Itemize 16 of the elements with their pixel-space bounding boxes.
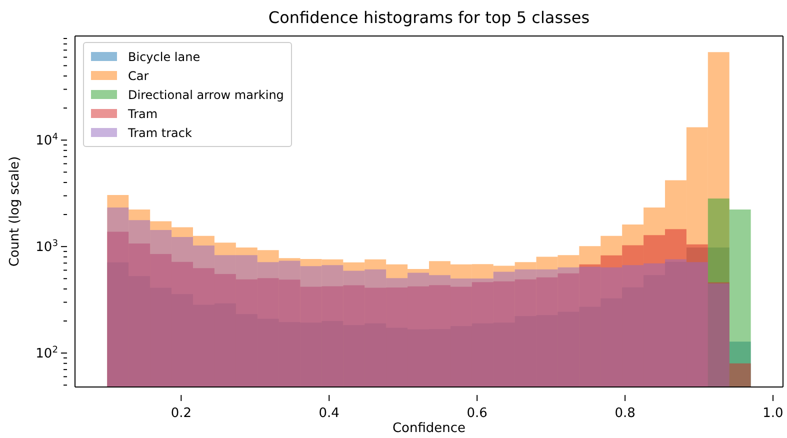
y-axis-title: Count (log scale) [8, 156, 23, 267]
y-tick-label: 10$^{4}$ [36, 132, 58, 149]
x-tick-label: 0.4 [318, 406, 340, 421]
legend-label: Bicycle lane [128, 50, 200, 64]
x-tick-label: 0.2 [170, 406, 192, 421]
x-tick-label: 0.6 [466, 406, 488, 421]
y-tick-label: 10$^{2}$ [36, 346, 58, 362]
legend-label: Tram [128, 106, 158, 120]
legend-label: Tram track [128, 126, 192, 140]
x-tick-label: 0.8 [614, 406, 636, 421]
legend-label: Car [128, 68, 149, 82]
y-tick-label: 10$^{3}$ [36, 239, 58, 256]
x-tick-label: 1.0 [762, 406, 784, 421]
legend-label: Directional arrow marking [128, 88, 284, 102]
chart-title: Confidence histograms for top 5 classes [267, 8, 591, 27]
x-axis-title: Confidence [392, 421, 466, 436]
